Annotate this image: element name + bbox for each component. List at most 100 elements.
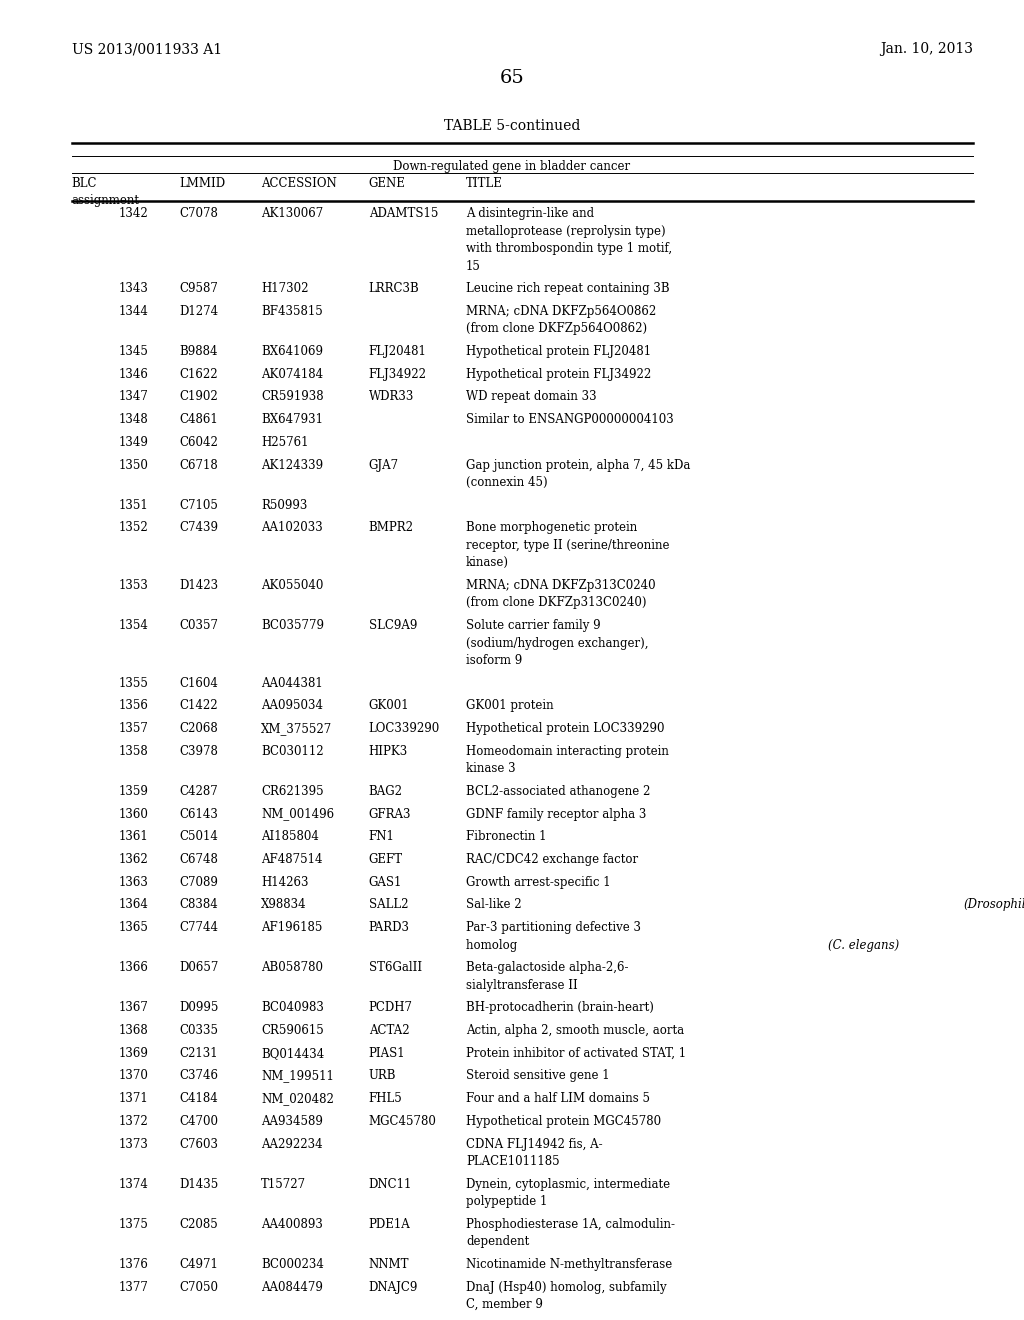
Text: 1366: 1366 — [119, 961, 148, 974]
Text: ACTA2: ACTA2 — [369, 1024, 410, 1038]
Text: 1367: 1367 — [119, 1002, 148, 1014]
Text: MRNA; cDNA DKFZp564O0862: MRNA; cDNA DKFZp564O0862 — [466, 305, 656, 318]
Text: FLJ34922: FLJ34922 — [369, 368, 427, 380]
Text: 1351: 1351 — [119, 499, 148, 512]
Text: ST6GalII: ST6GalII — [369, 961, 422, 974]
Text: 1376: 1376 — [119, 1258, 148, 1271]
Text: LMMID: LMMID — [179, 177, 225, 190]
Text: 1356: 1356 — [119, 700, 148, 713]
Text: BC000234: BC000234 — [261, 1258, 324, 1271]
Text: BX647931: BX647931 — [261, 413, 324, 426]
Text: DNC11: DNC11 — [369, 1177, 412, 1191]
Text: GK001: GK001 — [369, 700, 410, 713]
Text: H25761: H25761 — [261, 436, 308, 449]
Text: LOC339290: LOC339290 — [369, 722, 440, 735]
Text: DNAJC9: DNAJC9 — [369, 1280, 418, 1294]
Text: AK055040: AK055040 — [261, 579, 324, 591]
Text: AA400893: AA400893 — [261, 1218, 323, 1230]
Text: AA102033: AA102033 — [261, 521, 323, 535]
Text: GENE: GENE — [369, 177, 406, 190]
Text: MRNA; cDNA DKFZp313C0240: MRNA; cDNA DKFZp313C0240 — [466, 579, 655, 591]
Text: AA084479: AA084479 — [261, 1280, 323, 1294]
Text: (from clone DKFZp564O0862): (from clone DKFZp564O0862) — [466, 322, 647, 335]
Text: BC040983: BC040983 — [261, 1002, 324, 1014]
Text: sialyltransferase II: sialyltransferase II — [466, 978, 578, 991]
Text: BH-protocadherin (brain-heart): BH-protocadherin (brain-heart) — [466, 1002, 653, 1014]
Text: BLC: BLC — [72, 177, 97, 190]
Text: GK001 protein: GK001 protein — [466, 700, 554, 713]
Text: FLJ20481: FLJ20481 — [369, 345, 427, 358]
Text: assignment: assignment — [72, 194, 139, 207]
Text: C6042: C6042 — [179, 436, 218, 449]
Text: C4971: C4971 — [179, 1258, 218, 1271]
Text: PDE1A: PDE1A — [369, 1218, 411, 1230]
Text: BC030112: BC030112 — [261, 744, 324, 758]
Text: 1357: 1357 — [119, 722, 148, 735]
Text: H17302: H17302 — [261, 282, 308, 296]
Text: C6143: C6143 — [179, 808, 218, 821]
Text: C3978: C3978 — [179, 744, 218, 758]
Text: AK130067: AK130067 — [261, 207, 324, 220]
Text: C1422: C1422 — [179, 700, 218, 713]
Text: 1352: 1352 — [119, 521, 148, 535]
Text: C1902: C1902 — [179, 391, 218, 404]
Text: BAG2: BAG2 — [369, 785, 402, 797]
Text: Hypothetical protein LOC339290: Hypothetical protein LOC339290 — [466, 722, 665, 735]
Text: AK074184: AK074184 — [261, 368, 324, 380]
Text: 1370: 1370 — [119, 1069, 148, 1082]
Text: (from clone DKFZp313C0240): (from clone DKFZp313C0240) — [466, 597, 646, 610]
Text: LRRC3B: LRRC3B — [369, 282, 420, 296]
Text: GEFT: GEFT — [369, 853, 402, 866]
Text: Similar to ENSANGP00000004103: Similar to ENSANGP00000004103 — [466, 413, 674, 426]
Text: (sodium/hydrogen exchanger),: (sodium/hydrogen exchanger), — [466, 636, 648, 649]
Text: GAS1: GAS1 — [369, 875, 402, 888]
Text: Down-regulated gene in bladder cancer: Down-regulated gene in bladder cancer — [393, 160, 631, 173]
Text: 1363: 1363 — [119, 875, 148, 888]
Text: AA934589: AA934589 — [261, 1115, 323, 1127]
Text: 1345: 1345 — [119, 345, 148, 358]
Text: receptor, type II (serine/threonine: receptor, type II (serine/threonine — [466, 539, 670, 552]
Text: HIPK3: HIPK3 — [369, 744, 408, 758]
Text: Growth arrest-specific 1: Growth arrest-specific 1 — [466, 875, 610, 888]
Text: polypeptide 1: polypeptide 1 — [466, 1195, 547, 1208]
Text: BQ014434: BQ014434 — [261, 1047, 325, 1060]
Text: 1372: 1372 — [119, 1115, 148, 1127]
Text: Fibronectin 1: Fibronectin 1 — [466, 830, 547, 843]
Text: Jan. 10, 2013: Jan. 10, 2013 — [880, 42, 973, 57]
Text: Hypothetical protein MGC45780: Hypothetical protein MGC45780 — [466, 1115, 662, 1127]
Text: C7078: C7078 — [179, 207, 218, 220]
Text: 1368: 1368 — [119, 1024, 148, 1038]
Text: metalloprotease (reprolysin type): metalloprotease (reprolysin type) — [466, 224, 666, 238]
Text: Four and a half LIM domains 5: Four and a half LIM domains 5 — [466, 1092, 650, 1105]
Text: AA095034: AA095034 — [261, 700, 324, 713]
Text: kinase 3: kinase 3 — [466, 762, 515, 775]
Text: BX641069: BX641069 — [261, 345, 324, 358]
Text: C5014: C5014 — [179, 830, 218, 843]
Text: Sal-like 2: Sal-like 2 — [466, 899, 525, 911]
Text: US 2013/0011933 A1: US 2013/0011933 A1 — [72, 42, 222, 57]
Text: C2068: C2068 — [179, 722, 218, 735]
Text: PCDH7: PCDH7 — [369, 1002, 413, 1014]
Text: NM_020482: NM_020482 — [261, 1092, 334, 1105]
Text: MGC45780: MGC45780 — [369, 1115, 436, 1127]
Text: 1342: 1342 — [119, 207, 148, 220]
Text: C2085: C2085 — [179, 1218, 218, 1230]
Text: NNMT: NNMT — [369, 1258, 410, 1271]
Text: 1371: 1371 — [119, 1092, 148, 1105]
Text: 1349: 1349 — [119, 436, 148, 449]
Text: WD repeat domain 33: WD repeat domain 33 — [466, 391, 597, 404]
Text: BMPR2: BMPR2 — [369, 521, 414, 535]
Text: AK124339: AK124339 — [261, 458, 324, 471]
Text: C4184: C4184 — [179, 1092, 218, 1105]
Text: 1362: 1362 — [119, 853, 148, 866]
Text: D0657: D0657 — [179, 961, 218, 974]
Text: X98834: X98834 — [261, 899, 307, 911]
Text: 1353: 1353 — [119, 579, 148, 591]
Text: 1359: 1359 — [119, 785, 148, 797]
Text: 1365: 1365 — [119, 921, 148, 935]
Text: R50993: R50993 — [261, 499, 307, 512]
Text: CR590615: CR590615 — [261, 1024, 324, 1038]
Text: 1343: 1343 — [119, 282, 148, 296]
Text: C8384: C8384 — [179, 899, 218, 911]
Text: T15727: T15727 — [261, 1177, 306, 1191]
